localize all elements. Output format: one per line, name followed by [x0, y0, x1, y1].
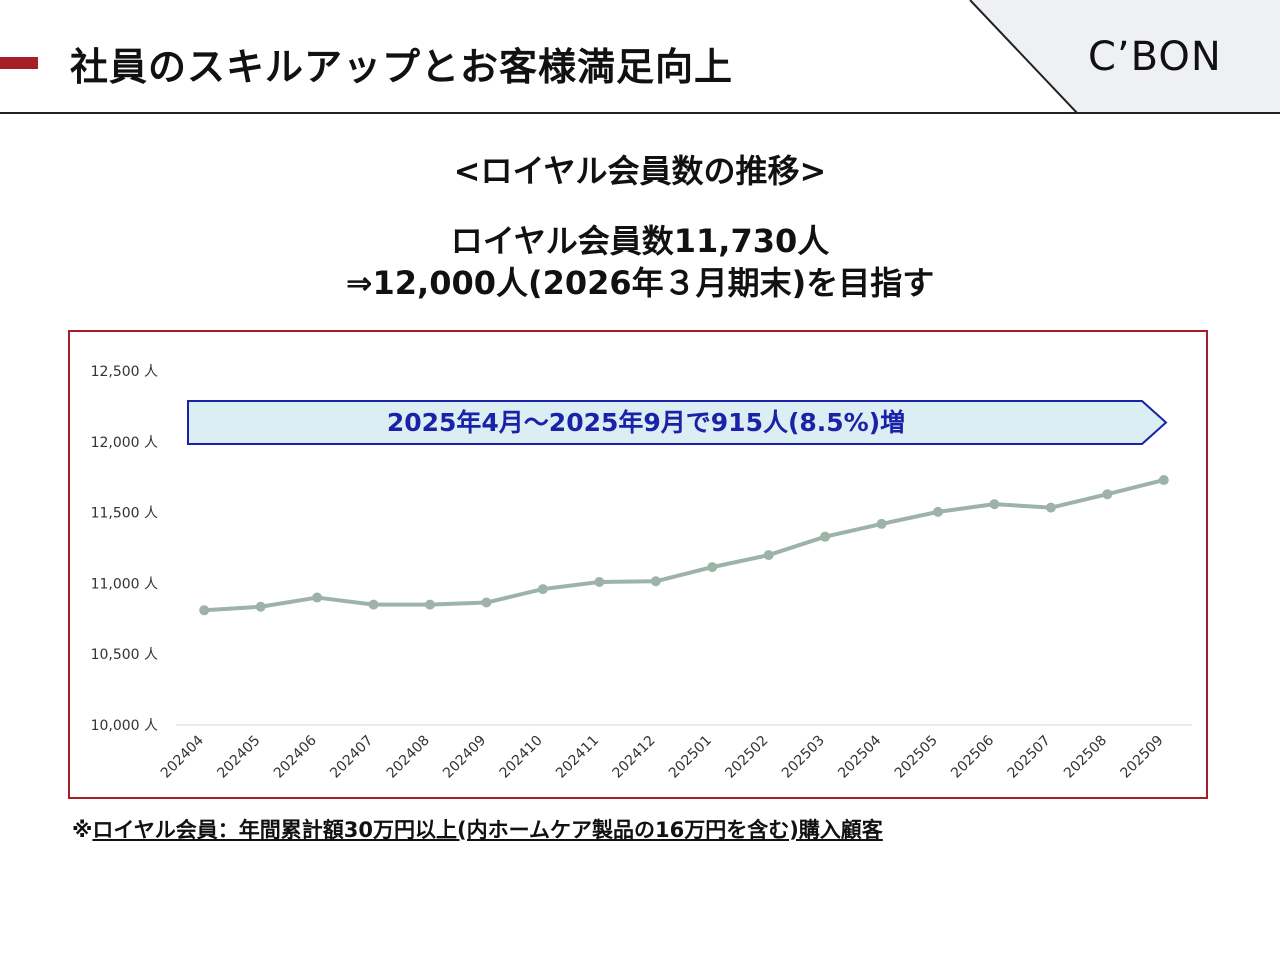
y-tick-label: 12,000 人	[91, 435, 158, 451]
brand-logo: C’BON	[1088, 34, 1222, 80]
footnote: ※ロイヤル会員：年間累計額30万円以上(内ホームケア製品の16万円を含む)購入顧…	[72, 814, 883, 844]
x-tick-label: 202406	[271, 732, 320, 781]
data-point	[425, 599, 435, 610]
x-tick-label: 202505	[892, 733, 941, 782]
data-point	[199, 605, 210, 616]
x-tick-label: 202411	[553, 733, 602, 782]
x-tick-label: 202410	[497, 733, 546, 782]
series-line	[204, 478, 1165, 613]
x-tick-label: 202507	[1005, 733, 1054, 782]
x-tick-label: 202509	[1117, 733, 1166, 782]
data-point	[763, 550, 774, 561]
data-point	[933, 506, 943, 517]
data-point	[481, 597, 492, 608]
data-point	[368, 599, 379, 610]
x-tick-label: 202503	[779, 733, 828, 782]
headline-target: ⇒12,000人(2026年３月期末)を目指す	[345, 264, 935, 302]
x-tick-label: 202501	[666, 733, 715, 782]
annotation-arrow	[187, 400, 1168, 445]
x-tick-label: 202502	[722, 733, 771, 782]
y-tick-label: 11,500 人	[91, 506, 158, 522]
data-point	[989, 499, 1000, 510]
data-point	[820, 531, 831, 542]
x-tick-label: 202408	[384, 733, 433, 782]
y-tick-label: 10,000 人	[91, 718, 158, 734]
headline-members: ロイヤル会員数11,730人	[450, 222, 830, 260]
header-rule	[0, 112, 1280, 114]
y-tick-label: 11,000 人	[91, 576, 158, 592]
data-point	[537, 584, 548, 595]
logo-background	[970, 0, 1280, 114]
y-tick-label: 12,500 人	[91, 364, 158, 380]
logo-divider	[969, 0, 1079, 114]
x-tick-label: 202504	[835, 732, 884, 781]
data-point	[1102, 489, 1113, 500]
header-accent-bar	[0, 57, 38, 69]
x-tick-label: 202409	[440, 733, 489, 782]
data-point	[1158, 475, 1169, 486]
footnote-mark: ※	[72, 818, 93, 842]
data-point	[650, 576, 661, 587]
chart-frame: 12,500 人 12,000 人 11,500 人 11,000 人 10,500 人…	[68, 330, 1208, 799]
data-point	[876, 518, 887, 529]
x-tick-label: 202404	[158, 732, 207, 781]
x-tick-label: 202508	[1061, 733, 1110, 782]
x-tick-label: 202412	[609, 733, 658, 782]
y-tick-label: 10,500 人	[91, 647, 158, 663]
x-tick-label: 202405	[214, 733, 263, 782]
annotation-text: 2025年4月～2025年9月で915人(8.5%)増	[387, 408, 905, 437]
data-point	[255, 601, 266, 612]
x-tick-label: 202407	[327, 733, 376, 782]
data-point	[1045, 502, 1056, 513]
data-point	[707, 562, 718, 573]
data-point	[312, 592, 323, 603]
data-point	[594, 576, 605, 587]
page-title: 社員のスキルアップとお客様満足向上	[70, 45, 734, 89]
logo-panel	[0, 0, 1280, 114]
members-line-chart: 12,500 人 12,000 人 11,500 人 11,000 人 10,500 人…	[91, 364, 1192, 782]
section-title: <ロイヤル会員数の推移>	[453, 152, 827, 190]
x-tick-label: 202506	[948, 732, 997, 781]
footnote-text: ロイヤル会員：年間累計額30万円以上(内ホームケア製品の16万円を含む)購入顧客	[92, 818, 883, 842]
